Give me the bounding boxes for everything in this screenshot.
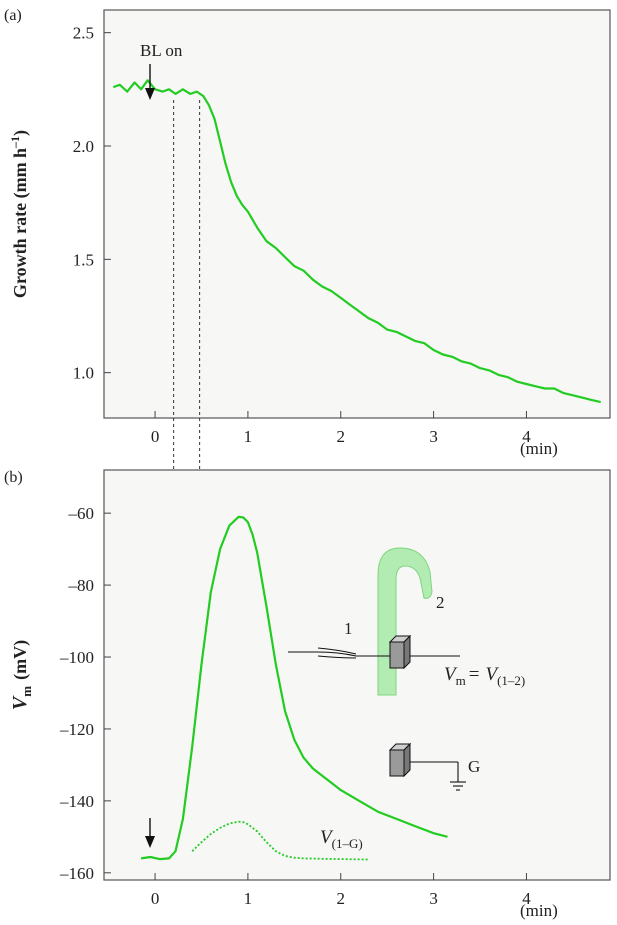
bl-on-arrowhead <box>145 88 155 100</box>
ytick-label: 2.5 <box>73 24 94 43</box>
panel-b-ytick-labels: –160 –140 –120 –100 –80 –60 <box>59 504 94 883</box>
ytick-label: 1.5 <box>73 250 94 269</box>
panel-a-ylabel: Growth rate (mm h–1) <box>8 130 31 298</box>
bl-on-annotation: BL on <box>140 41 183 100</box>
electrode-1-pipette <box>288 647 460 659</box>
ytick-label: –120 <box>59 720 94 739</box>
electrode-block-top <box>388 634 412 670</box>
vm-equation: Vm = V(1–2) <box>444 664 525 688</box>
panel-a: (a) 0 1 2 3 4 1.0 1.5 2.0 2.5 (min) Growth rate… <box>4 7 611 880</box>
panel-a-xtick-labels: 0 1 2 3 4 <box>151 427 531 446</box>
xtick-label: 4 <box>522 427 531 446</box>
ytick-label: –60 <box>68 504 95 523</box>
xtick-label: 0 <box>151 427 160 446</box>
panel-b: (b) 0 1 2 3 4 –160 –140 –120 –100 –80 –60 (min) V… <box>4 469 611 920</box>
panel-b-xlabel: (min) <box>520 901 558 920</box>
ytick-label: –140 <box>59 792 94 811</box>
panel-b-ylabel: Vm(mV) <box>9 640 34 710</box>
electrode-1-label: 1 <box>344 619 353 638</box>
series-line-2 <box>191 820 369 861</box>
xtick-label: 2 <box>337 889 346 908</box>
panel-a-series <box>112 79 601 404</box>
ground-label: G <box>468 757 480 776</box>
ytick-label: –100 <box>59 648 94 667</box>
panel-a-xlabel: (min) <box>520 439 558 458</box>
xtick-label: 3 <box>429 427 438 446</box>
v-1-g-label: V(1–G) <box>320 827 363 851</box>
xtick-label: 4 <box>522 889 531 908</box>
panel-a-plot-area <box>103 9 611 419</box>
ytick-label: 1.0 <box>73 364 94 383</box>
electrode-block-bottom <box>388 742 412 778</box>
panel-a-ytick-labels: 1.0 1.5 2.0 2.5 <box>73 24 94 383</box>
ytick-label: 2.0 <box>73 137 94 156</box>
panel-b-ticks <box>104 512 527 880</box>
xtick-label: 1 <box>244 889 253 908</box>
series-line-1 <box>140 515 448 861</box>
xtick-label: 1 <box>244 427 253 446</box>
panel-b-series <box>140 515 448 861</box>
panel-b-xtick-labels: 0 1 2 3 4 <box>151 889 531 908</box>
electrode-2-label: 2 <box>436 593 445 612</box>
panel-a-ticks <box>104 32 527 418</box>
panel-b-plot-area <box>103 469 611 881</box>
xtick-label: 2 <box>337 427 346 446</box>
xtick-label: 0 <box>151 889 160 908</box>
xtick-label: 3 <box>429 889 438 908</box>
panel-a-label: (a) <box>4 7 22 24</box>
panel-b-label: (b) <box>4 469 23 486</box>
ytick-label: –160 <box>59 864 94 883</box>
series-line-1 <box>112 79 601 404</box>
stimulus-arrow <box>145 818 155 848</box>
ground-wire <box>410 761 466 791</box>
bl-on-label: BL on <box>140 41 183 60</box>
electrode-inset: 1 2 G Vm = V(1–2) <box>288 547 525 791</box>
stimulus-arrowhead <box>145 836 155 848</box>
ytick-label: –80 <box>68 576 95 595</box>
